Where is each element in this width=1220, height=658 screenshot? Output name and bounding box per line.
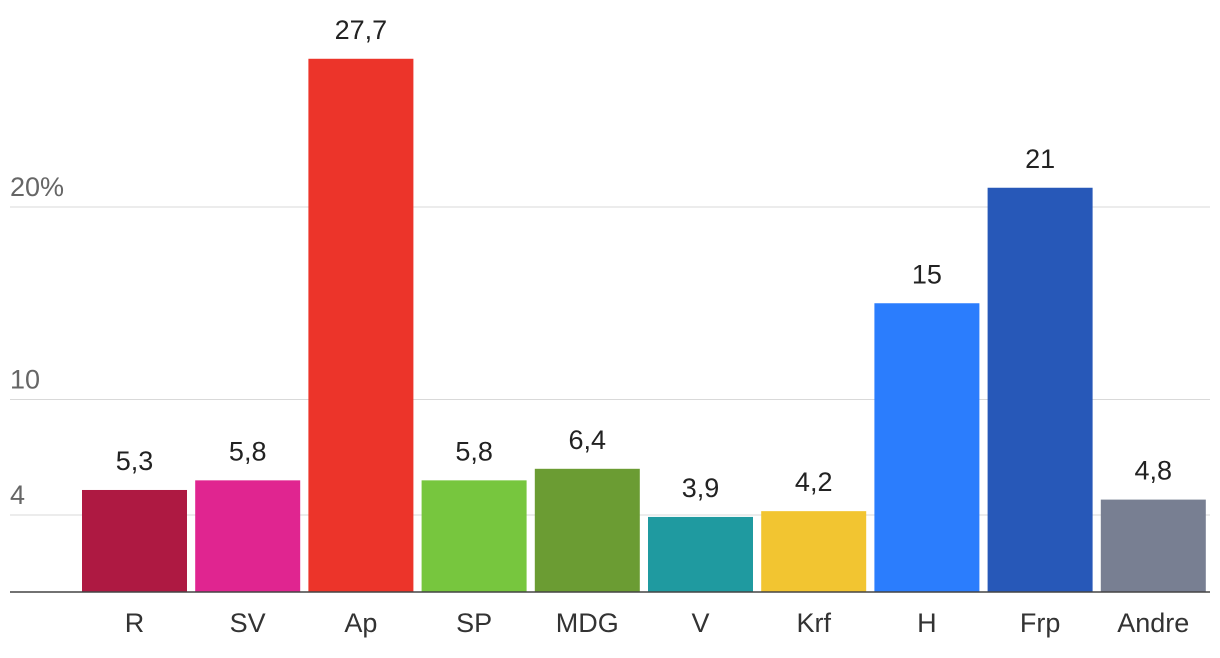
x-tick-label: SP [456, 608, 492, 638]
value-label: 6,4 [569, 425, 607, 455]
bar [1100, 499, 1206, 592]
x-tick-label: MDG [556, 608, 619, 638]
value-label: 27,7 [335, 15, 388, 45]
value-label: 5,8 [455, 436, 493, 466]
x-tick-label: R [125, 608, 145, 638]
x-tick-label: SV [230, 608, 266, 638]
value-label: 4,8 [1135, 456, 1173, 486]
x-tick-label: V [691, 608, 709, 638]
bar [648, 516, 753, 592]
value-label: 3,9 [682, 473, 720, 503]
x-tick-label: Frp [1020, 608, 1061, 638]
y-tick-label: 20% [10, 172, 64, 202]
value-label: 5,3 [116, 446, 154, 476]
y-axis-ticks: 4 10 20% [10, 172, 64, 510]
value-label: 21 [1025, 144, 1055, 174]
bar [82, 489, 187, 592]
bar [308, 58, 414, 592]
bar [987, 187, 1093, 592]
bar [874, 303, 980, 592]
x-tick-label: Krf [796, 608, 831, 638]
value-label: 15 [912, 259, 942, 289]
x-axis-ticks: R SV Ap SP MDG V Krf H Frp Andre [125, 608, 1190, 638]
bar [761, 511, 867, 592]
value-label: 5,8 [229, 436, 267, 466]
bar [195, 480, 301, 592]
y-tick-label: 4 [10, 480, 25, 510]
x-tick-label: Ap [344, 608, 377, 638]
x-tick-label: H [917, 608, 937, 638]
value-labels: 5,3 5,8 27,7 5,8 6,4 3,9 4,2 15 21 4,8 [116, 15, 1172, 503]
bars [82, 58, 1206, 592]
x-tick-label: Andre [1117, 608, 1189, 638]
y-tick-label: 10 [10, 365, 40, 395]
value-label: 4,2 [795, 467, 833, 497]
bar [421, 480, 527, 592]
bar [534, 468, 640, 592]
